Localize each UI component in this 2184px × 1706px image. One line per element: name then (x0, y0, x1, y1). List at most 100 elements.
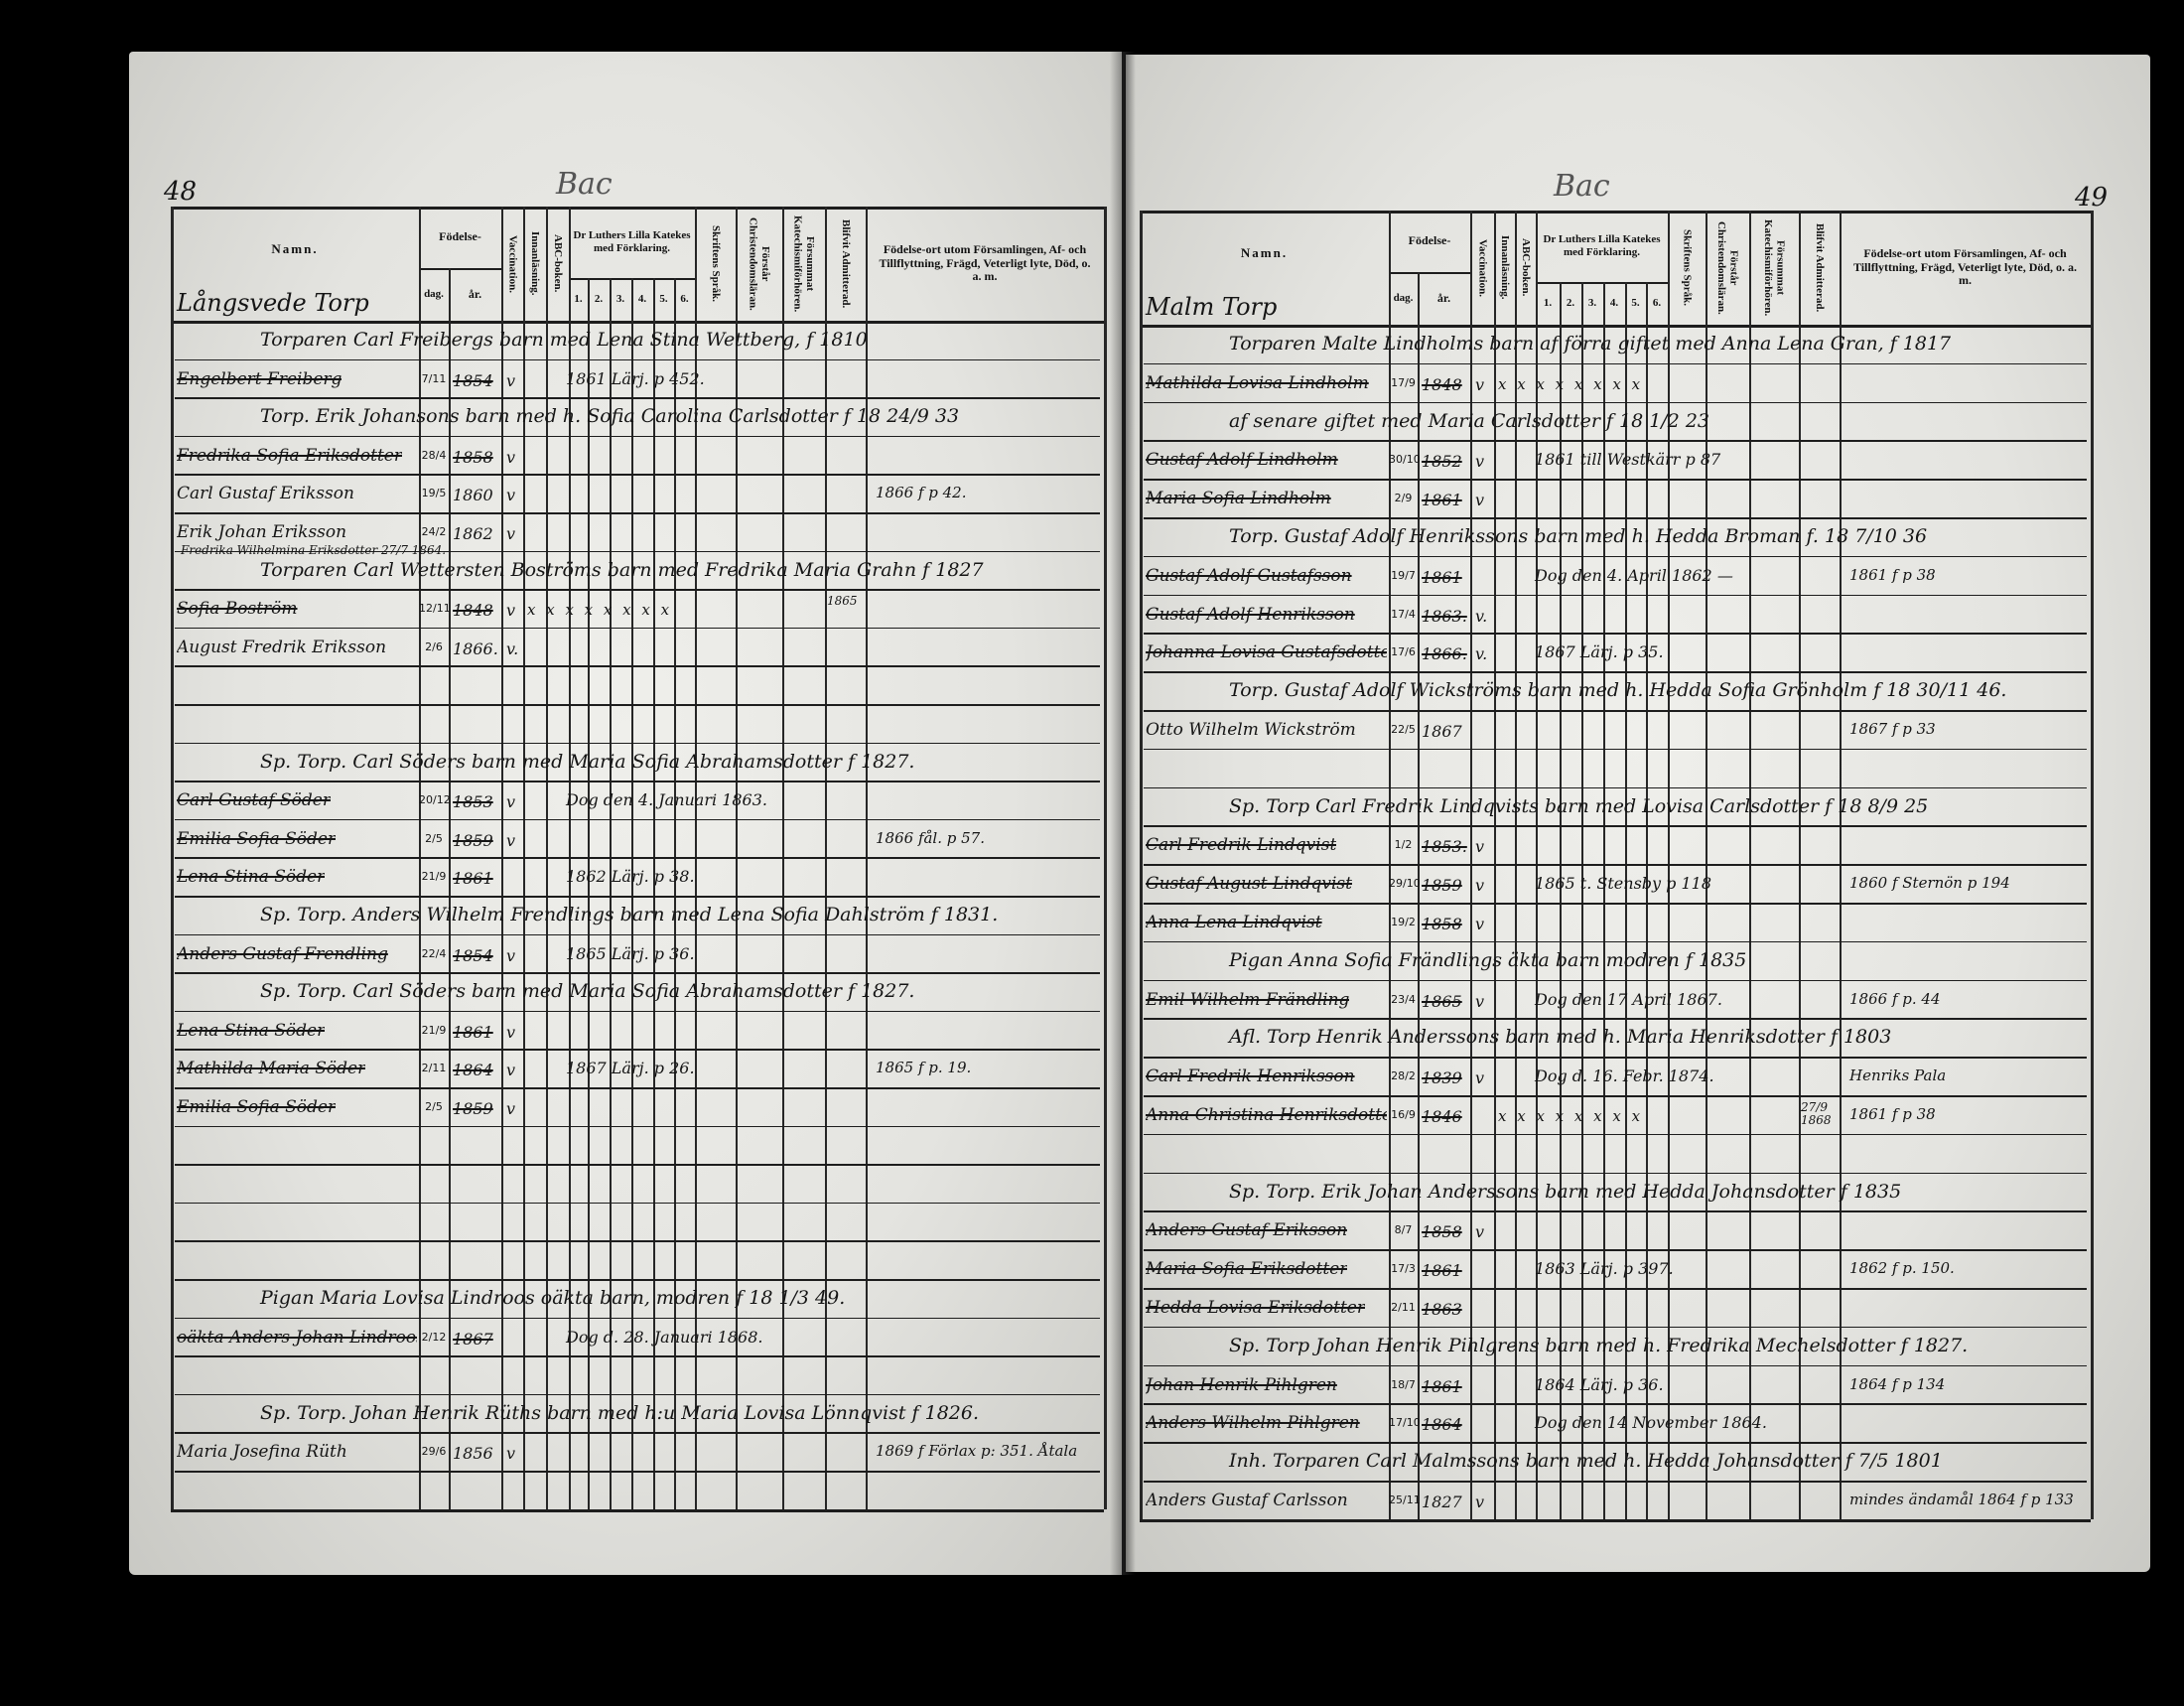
person-name: Anders Gustaf Frendling (177, 943, 388, 964)
birth-year: 1862 (453, 524, 493, 543)
person-name: Gustaf Adolf Henriksson (1146, 604, 1355, 625)
vaccination-mark: v (1475, 1068, 1485, 1088)
top-annotation: Bac (556, 167, 613, 202)
vaccination-mark: v (506, 830, 516, 850)
remark-note: mindes ändamål 1864 f p 133 (1849, 1491, 2074, 1508)
catechism-marks: x x x x x x x x (1498, 1107, 1644, 1125)
row-rule (175, 896, 1100, 898)
header-fodelseort: Födelse-ort utom Församlingen, Af- och T… (879, 241, 1091, 284)
family-heading: Sp. Torp. Carl Söders barn med Maria Sof… (260, 750, 915, 773)
header-blifvit: Blifvit Admitterad. (1813, 222, 1826, 313)
row-rule (175, 933, 1100, 936)
fodelse-subrule (419, 268, 501, 270)
row-rule (175, 1393, 1100, 1396)
header-namn: Namn. (271, 240, 319, 256)
middle-note: Dog den 14 November 1864. (1535, 1413, 1767, 1433)
header-katekes-part: 1. (1543, 297, 1553, 310)
birth-day: 1/2 (1394, 838, 1413, 852)
row-rule (175, 1279, 1100, 1281)
remark-note: 1861 f p 38 (1849, 565, 1936, 584)
row-rule (1144, 671, 2087, 673)
person-name: Carl Gustaf Söder (177, 790, 331, 811)
family-heading: Torp. Gustaf Adolf Henrikssons barn med … (1229, 525, 1928, 547)
person-name: Otto Wilhelm Wickström (1146, 720, 1356, 740)
row-rule (1144, 362, 2087, 365)
header-fodelseort: Födelse-ort utom Församlingen, Af- och T… (1852, 245, 2078, 288)
person-name: Erik Johan Eriksson (177, 522, 347, 542)
row-rule (1144, 1095, 2087, 1097)
person-name: Carl Fredrik Henriksson (1146, 1066, 1355, 1087)
vaccination-mark: v. (1475, 644, 1488, 664)
header-forstar: Förstår Christendomsläran. (1715, 220, 1740, 315)
admitted-note: 1865 (827, 594, 858, 609)
row-rule (175, 1087, 1100, 1089)
page-number: 48 (164, 177, 198, 207)
row-rule (1144, 633, 2087, 635)
birth-year: 1859 (1422, 876, 1462, 896)
birth-year: 1860 (453, 486, 493, 505)
vaccination-mark: v (506, 945, 516, 965)
row-rule (1144, 1442, 2087, 1444)
right-page (1126, 55, 2150, 1572)
header-katekes-part: 6. (1652, 297, 1662, 310)
place-name: Långsvede Torp (177, 289, 369, 317)
middle-note: Dog den 17 April 1867. (1535, 989, 1722, 1009)
page-number: 49 (2075, 183, 2109, 213)
vaccination-mark: v (1475, 876, 1485, 896)
family-heading: Sp. Torp. Anders Wilhelm Frendlings barn… (260, 904, 999, 925)
katekes-subrule (1536, 282, 1668, 284)
fodelse-subrule (1389, 272, 1470, 274)
header-ar: år. (468, 286, 482, 301)
middle-note: 1861 Lärj. p 452. (566, 368, 705, 388)
header-katekes-part: 6. (680, 293, 689, 306)
middle-note: Dog den 4. Januari 1863. (566, 790, 767, 810)
birth-day: 28/4 (421, 448, 447, 462)
row-rule (175, 435, 1100, 438)
family-heading: Inh. Torparen Carl Malmssons barn med h.… (1229, 1450, 1943, 1473)
header-skriftens: Skriftens Språk. (1681, 228, 1694, 307)
person-name: Maria Sofia Lindholm (1146, 489, 1331, 509)
row-rule (1144, 1288, 2087, 1290)
header-abc: ABC-boken. (1519, 238, 1532, 297)
column-rule (449, 268, 451, 1509)
person-name: Carl Fredrik Lindqvist (1146, 835, 1337, 856)
vaccination-mark: v (1475, 915, 1485, 933)
header-forsummat: Försummat Katechismiförhören. (791, 214, 817, 313)
birth-year: 1867 (453, 1329, 493, 1349)
row-rule (175, 742, 1100, 745)
birth-year: 1865 (1422, 991, 1462, 1011)
person-name: Maria Josefina Rüth (177, 1442, 347, 1463)
birth-day: 2/6 (425, 640, 443, 653)
family-heading: Afl. Torp Henrik Anderssons barn med h. … (1229, 1026, 1892, 1049)
column-rule (588, 278, 590, 1509)
birth-year: 1858 (1422, 1222, 1462, 1242)
birth-year: 1858 (1422, 915, 1462, 933)
birth-year: 1861 (1422, 567, 1462, 587)
vaccination-mark: v (506, 370, 516, 390)
person-name: Engelbert Freiberg (177, 368, 342, 389)
vaccination-mark: v (1475, 837, 1485, 857)
birth-day: 20/12 (419, 793, 451, 807)
birth-year: 1859 (453, 1099, 493, 1118)
vaccination-mark: v. (1475, 606, 1488, 626)
header-katekes-part: 4. (637, 293, 647, 306)
row-rule (175, 1240, 1100, 1242)
row-rule (1144, 1133, 2087, 1136)
birth-year: 1859 (453, 830, 493, 850)
header-katekes-part: 5. (659, 293, 668, 306)
row-rule (175, 512, 1100, 514)
vaccination-mark: v (506, 524, 516, 543)
vaccination-mark: v. (506, 639, 519, 658)
middle-note: 1864 Lärj. p 36. (1535, 1374, 1664, 1394)
row-rule (1144, 401, 2087, 404)
header-vaccination: Vaccination. (1476, 238, 1489, 297)
birth-year: 1861 (1422, 491, 1462, 510)
middle-note: 1862 Lärj. p 38. (566, 867, 695, 887)
birth-year: 1861 (1422, 1261, 1462, 1281)
birth-day: 16/9 (1391, 1108, 1416, 1121)
row-rule (1144, 1210, 2087, 1212)
birth-year: 1853. (1422, 837, 1467, 857)
vaccination-mark: v (1475, 1493, 1485, 1511)
birth-year: 1827 (1422, 1493, 1462, 1511)
birth-year: 1853 (453, 792, 493, 812)
